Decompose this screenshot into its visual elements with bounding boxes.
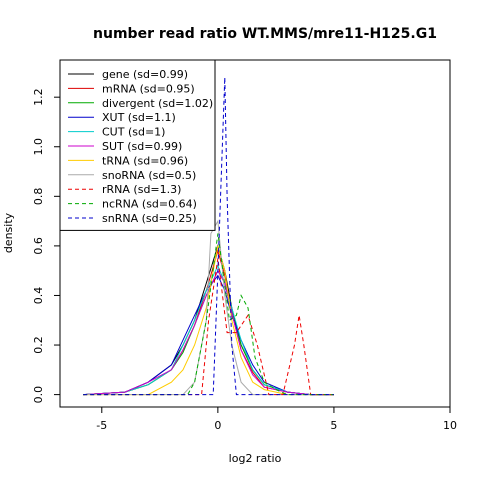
series-line-10 [83, 77, 334, 396]
y-tick-label: 1.2 [32, 88, 45, 106]
legend-label: snRNA (sd=0.25) [102, 212, 197, 225]
y-tick-label: 0.8 [32, 188, 45, 206]
x-tick-label: 10 [443, 419, 457, 432]
legend-label: rRNA (sd=1.3) [102, 183, 181, 196]
series-line-6 [83, 245, 334, 396]
y-tick-label: 1.0 [32, 138, 45, 156]
series-line-0 [83, 244, 334, 396]
legend-label: divergent (sd=1.02) [102, 97, 213, 110]
y-tick-label: 0.0 [32, 386, 45, 404]
legend: gene (sd=0.99)mRNA (sd=0.95) divergent (s… [59, 59, 216, 231]
x-tick-label: -5 [96, 419, 107, 432]
legend-label: SUT (sd=0.99) [102, 140, 182, 153]
legend-label: snoRNA (sd=0.5) [102, 169, 196, 182]
series-line-8 [83, 258, 334, 396]
y-tick-label: 0.4 [32, 287, 45, 305]
legend-label: ncRNA (sd=0.64) [102, 198, 197, 211]
y-tick-label: 0.2 [32, 336, 45, 354]
legend-label: tRNA (sd=0.96) [102, 154, 188, 167]
legend-label: CUT (sd=1) [102, 126, 165, 139]
axes-layer: -5 0 5 10 0.0 0.2 0.4 0.6 0.8 1.0 1.2 [32, 88, 457, 432]
x-tick-label: 0 [214, 419, 221, 432]
series-line-9 [83, 233, 334, 396]
y-tick-label: 0.6 [32, 237, 45, 255]
x-tick-label: 5 [330, 419, 337, 432]
y-axis-label: density [2, 212, 15, 253]
legend-label: mRNA (sd=0.95) [102, 82, 195, 95]
series-line-4 [83, 264, 334, 396]
chart-title: number read ratio WT.MMS/mre11-H125.G1 [93, 26, 437, 42]
plot-frame [59, 59, 451, 408]
series-line-7 [83, 219, 334, 396]
legend-label: XUT (sd=1.1) [102, 111, 176, 124]
legend-label: gene (sd=0.99) [102, 68, 188, 81]
x-axis-label: log2 ratio [229, 452, 282, 465]
series-layer [83, 77, 334, 396]
